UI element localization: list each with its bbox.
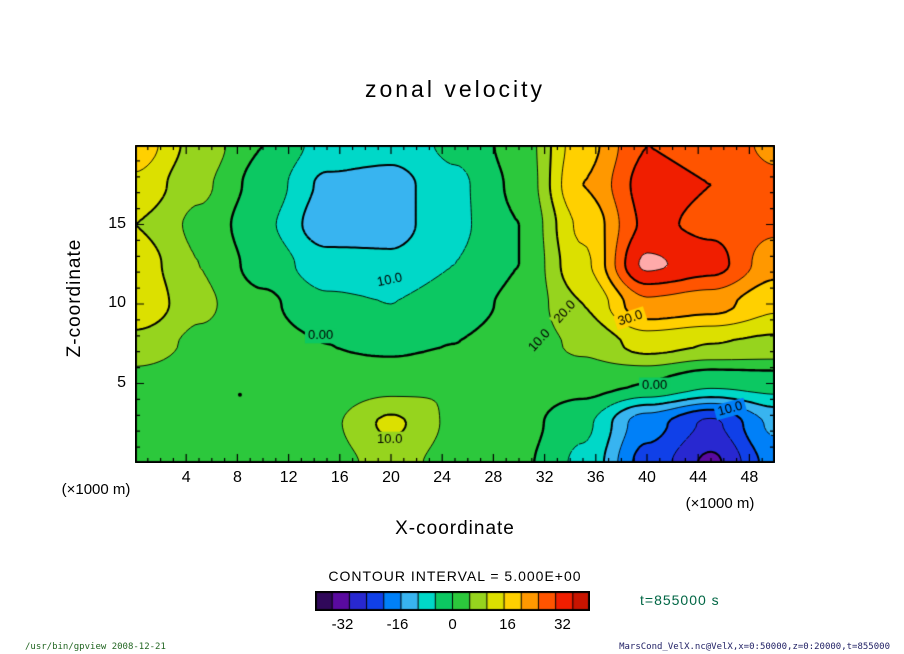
contour-plot-canvas [135,145,775,463]
contour-interval-caption: CONTOUR INTERVAL = 5.000E+00 [328,568,582,584]
colorbar-tick-label: 16 [499,616,516,633]
y-axis-unit-label: (×1000 m) [61,481,131,498]
x-tick-label: 40 [638,469,656,486]
x-tick-label: 28 [484,469,503,486]
program-stamp: /usr/bin/gpview 2008-12-21 [25,642,166,652]
colorbar-tick-label: 0 [448,616,457,633]
y-tick-label: 10 [108,294,126,311]
chart-title: zonal velocity [364,76,546,102]
x-tick-label: 44 [689,469,708,486]
colorbar [315,591,590,611]
time-annotation: t=855000 s [640,592,720,608]
x-tick-label: 32 [535,469,554,486]
x-tick-label: 4 [181,469,191,486]
x-tick-label: 24 [433,469,452,486]
y-tick-label: 15 [108,214,126,232]
x-tick-label: 16 [330,469,349,486]
x-tick-label: 20 [382,469,400,486]
x-tick-label: 8 [232,469,242,486]
x-axis-unit-label: (×1000 m) [685,495,755,512]
datasource-stamp: MarsCond_VelX.nc@VelX,x=0:50000,z=0:2000… [619,642,890,652]
colorbar-tick-label: -32 [331,616,354,633]
x-tick-label: 48 [740,469,759,486]
x-axis-label: X-coordinate [395,518,515,539]
colorbar-tick-label: 32 [554,616,571,633]
y-axis-label: Z-coordinate [64,238,85,358]
y-tick-label: 5 [117,373,126,391]
x-tick-label: 36 [586,469,605,486]
x-tick-label: 12 [279,469,298,486]
colorbar-tick-label: -16 [386,616,409,633]
